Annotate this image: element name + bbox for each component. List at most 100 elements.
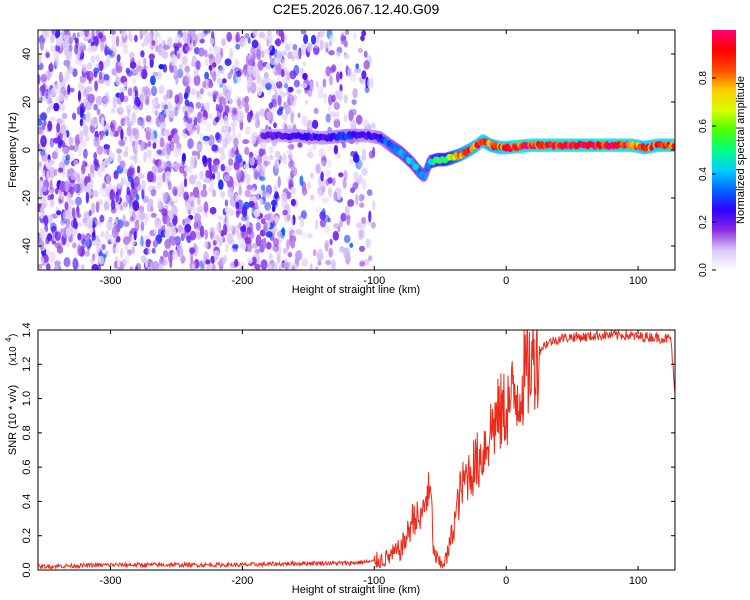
noise-speck (151, 247, 156, 254)
noise-speck (156, 174, 164, 186)
noise-speck (218, 92, 224, 98)
noise-speck (266, 241, 272, 250)
noise-speck (146, 31, 153, 43)
noise-speck (175, 42, 182, 49)
noise-speck (336, 51, 341, 57)
noise-speck (130, 115, 137, 125)
noise-speck (169, 89, 173, 99)
noise-speck (212, 263, 216, 270)
noise-speck (200, 116, 208, 126)
noise-speck (361, 178, 367, 191)
noise-speck (164, 149, 171, 159)
noise-speck (182, 104, 189, 115)
noise-speck (268, 145, 274, 155)
noise-speck (192, 186, 200, 198)
noise-speck (209, 206, 217, 215)
noise-speck (90, 118, 94, 126)
noise-speck (151, 85, 157, 97)
noise-speck (150, 212, 157, 218)
noise-speck (136, 119, 143, 126)
noise-speck (46, 95, 50, 105)
noise-speck (271, 236, 275, 242)
noise-speck (186, 85, 191, 94)
noise-speck (65, 218, 70, 228)
noise-speck (275, 81, 283, 89)
noise-speck (332, 230, 339, 241)
noise-speck (123, 81, 128, 88)
noise-speck (139, 93, 145, 102)
noise-speck (90, 164, 95, 175)
noise-speck (220, 154, 224, 162)
noise-speck (317, 260, 322, 266)
noise-speck (50, 33, 56, 42)
y-tick-label: 1.0 (21, 391, 33, 406)
noise-speck (169, 140, 175, 152)
noise-speck (206, 264, 212, 270)
noise-speck (202, 80, 207, 89)
noise-speck (77, 244, 82, 256)
noise-speck (368, 210, 372, 223)
noise-speck (370, 122, 376, 130)
noise-speck (208, 64, 213, 71)
noise-speck (167, 36, 173, 45)
y-tick-label: 0 (21, 147, 33, 153)
noise-speck (310, 172, 314, 179)
noise-speck (251, 266, 256, 270)
noise-speck (132, 77, 136, 85)
colorbar-tick-label: 0.4 (698, 167, 709, 181)
noise-speck (167, 135, 173, 142)
noise-speck (355, 222, 361, 229)
noise-speck (333, 223, 339, 229)
noise-speck (306, 119, 313, 132)
noise-speck (270, 199, 278, 206)
noise-speck (168, 100, 172, 113)
noise-speck (120, 128, 124, 141)
noise-speck (64, 201, 69, 210)
noise-speck (276, 50, 283, 61)
noise-speck (179, 182, 184, 193)
noise-speck (263, 49, 271, 55)
noise-speck (118, 182, 122, 189)
noise-speck (89, 124, 95, 133)
noise-speck (81, 163, 86, 175)
noise-speck (123, 221, 130, 227)
noise-speck (329, 66, 336, 74)
noise-speck (289, 70, 297, 80)
noise-speck (161, 148, 167, 156)
noise-speck (72, 260, 77, 267)
noise-speck (231, 112, 238, 121)
noise-speck (301, 258, 309, 267)
noise-speck (326, 159, 332, 168)
noise-speck (123, 236, 130, 246)
snr-x-label: Height of straight line (km) (292, 584, 420, 596)
noise-speck (260, 184, 266, 191)
noise-speck (263, 237, 267, 249)
noise-speck (276, 252, 281, 264)
noise-speck (67, 84, 71, 95)
noise-speck (105, 129, 109, 137)
noise-speck (223, 115, 229, 125)
noise-speck (199, 87, 204, 95)
noise-speck (287, 86, 294, 93)
noise-speck (160, 101, 166, 108)
noise-speck (284, 43, 291, 52)
noise-speck (172, 249, 179, 261)
noise-speck (268, 102, 274, 109)
noise-speck (297, 112, 301, 119)
noise-speck (312, 142, 317, 151)
noise-speck (243, 201, 250, 210)
noise-speck (277, 176, 281, 188)
noise-speck (325, 169, 331, 179)
noise-speck (81, 128, 88, 136)
noise-speck (244, 101, 249, 114)
noise-speck (84, 30, 89, 38)
noise-speck (215, 52, 222, 65)
noise-speck (131, 90, 135, 100)
colorbar-label: Normalized spectral amplitude (735, 76, 747, 224)
noise-speck (154, 109, 159, 117)
noise-speck (358, 229, 363, 241)
noise-speck (184, 92, 188, 100)
noise-speck (251, 132, 258, 141)
noise-speck (280, 32, 285, 43)
noise-speck (73, 159, 79, 167)
